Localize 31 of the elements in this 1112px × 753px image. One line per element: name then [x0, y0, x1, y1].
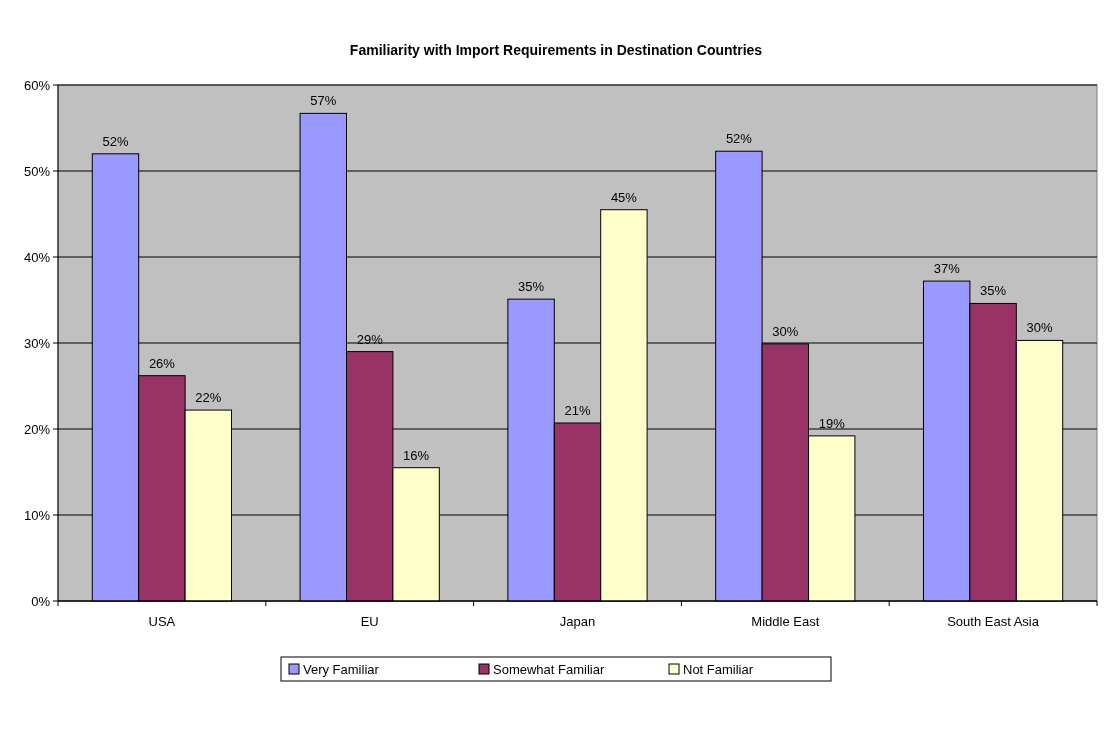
data-label: 16%: [403, 447, 430, 463]
data-label: 45%: [610, 189, 638, 205]
x-tick-label: South East Asia: [947, 614, 1040, 629]
data-label: 57%: [310, 93, 337, 109]
y-tick-label: 40%: [23, 249, 51, 265]
x-tick-label: EU: [360, 614, 379, 629]
legend-label: Somewhat Familiar: [493, 661, 605, 677]
data-label: 52%: [102, 133, 129, 149]
legend-label: Not Familiar: [683, 661, 754, 677]
data-label: 35%: [518, 279, 545, 295]
y-tick-label: 60%: [23, 77, 51, 93]
data-label: 35%: [980, 283, 1007, 299]
data-label: 26%: [148, 355, 176, 371]
legend-label: Very Familiar: [303, 661, 380, 677]
y-tick-label: 20%: [23, 421, 51, 437]
y-tick-label: 30%: [23, 335, 51, 351]
x-tick-label: USA: [148, 614, 176, 629]
data-label: 21%: [564, 402, 591, 418]
data-label: 30%: [1026, 320, 1053, 336]
y-tick-label: 10%: [23, 507, 51, 523]
chart-title: Familiarity with Import Requirements in Destination Countries: [349, 42, 763, 58]
data-label: 52%: [725, 131, 753, 147]
x-tick-label: Japan: [559, 614, 596, 629]
data-label: 19%: [818, 415, 846, 431]
data-label: 37%: [933, 261, 961, 277]
y-tick-label: 0%: [31, 593, 51, 609]
y-tick-label: 50%: [23, 163, 51, 179]
data-label: 29%: [356, 331, 384, 347]
data-label: 22%: [195, 390, 222, 406]
data-label: 30%: [772, 323, 799, 339]
x-tick-label: Middle East: [751, 614, 820, 629]
